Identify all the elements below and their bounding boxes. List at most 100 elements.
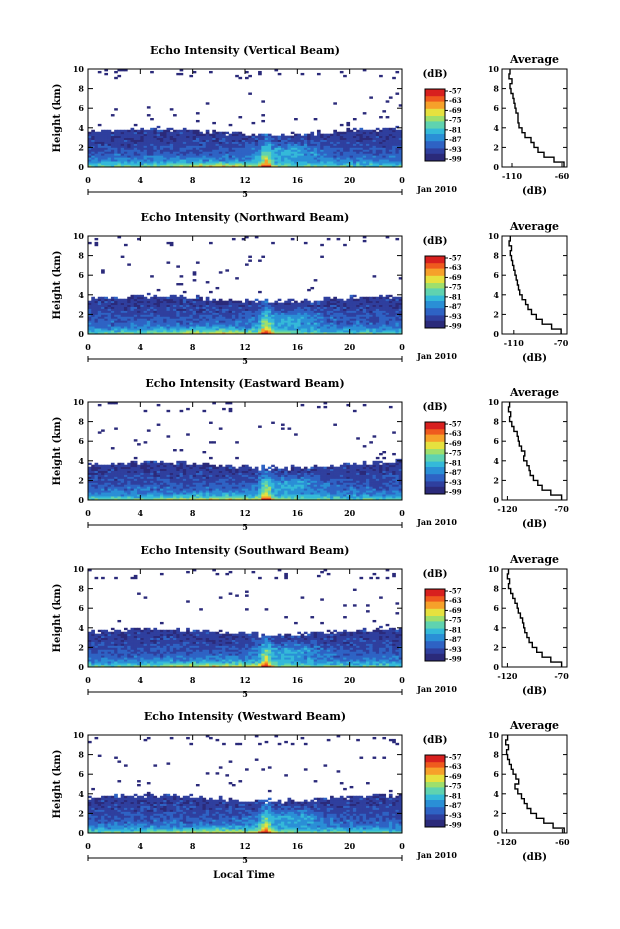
- heatmap-cell: [146, 304, 151, 307]
- heatmap-cell: [241, 332, 246, 335]
- heatmap-cell: [362, 147, 367, 150]
- heatmap-cell: [261, 255, 266, 258]
- heatmap-cell: [294, 139, 298, 142]
- heatmap-cell: [179, 304, 184, 307]
- heatmap-cell: [359, 314, 364, 317]
- heatmap-cell: [307, 330, 311, 333]
- heatmap-cell: [117, 145, 122, 148]
- heatmap-cell: [199, 137, 203, 140]
- heatmap-cell: [202, 332, 207, 335]
- heatmap-cell: [356, 133, 360, 137]
- heatmap-cell: [241, 302, 246, 305]
- heatmap-cell: [94, 480, 99, 483]
- heatmap-cell: [271, 143, 275, 146]
- heatmap-cell: [130, 472, 135, 475]
- heatmap-cell: [163, 472, 167, 475]
- heatmap-cell: [369, 149, 373, 152]
- heatmap-cell: [320, 161, 324, 164]
- heatmap-cell: [245, 145, 249, 148]
- heatmap-cell: [235, 492, 239, 495]
- heatmap-cell: [153, 494, 158, 497]
- heatmap-cell: [140, 322, 144, 325]
- heatmap-cell: [398, 149, 403, 152]
- heatmap-cell: [241, 318, 246, 321]
- heatmap-cell: [215, 286, 220, 290]
- heatmap-cell: [212, 147, 216, 150]
- heatmap-cell: [205, 296, 210, 300]
- heatmap-cell: [251, 494, 256, 497]
- heatmap-cell: [120, 476, 125, 479]
- heatmap-cell: [326, 300, 331, 304]
- heatmap-cell: [215, 476, 220, 479]
- heatmap-cell: [107, 304, 112, 307]
- heatmap-cell: [179, 328, 184, 331]
- heatmap-cell: [140, 468, 144, 471]
- heatmap-cell: [97, 314, 102, 317]
- heatmap-cell: [104, 470, 109, 473]
- heatmap-cell: [359, 310, 364, 313]
- heatmap-cell: [153, 318, 158, 321]
- heatmap-cell: [271, 139, 275, 142]
- heatmap-cell: [300, 149, 305, 152]
- heatmap-cell: [176, 480, 180, 483]
- heatmap-cell: [117, 482, 122, 485]
- heatmap-cell: [195, 151, 200, 154]
- heatmap-cell: [143, 300, 148, 304]
- heatmap-cell: [88, 490, 92, 493]
- heatmap-cell: [88, 486, 92, 489]
- heatmap-cell: [375, 298, 380, 302]
- heatmap-cell: [241, 464, 246, 468]
- heatmap-cell: [300, 151, 305, 154]
- heatmap-cell: [222, 407, 226, 411]
- heatmap-cell: [264, 149, 269, 152]
- heatmap-cell: [280, 310, 285, 313]
- heatmap-cell: [267, 474, 272, 477]
- heatmap-cell: [343, 308, 347, 311]
- colorbar-segment: [425, 270, 445, 273]
- heatmap-cell: [323, 322, 328, 325]
- heatmap-cell: [261, 141, 266, 144]
- heatmap-cell: [189, 300, 194, 304]
- heatmap-cell: [261, 302, 266, 305]
- heatmap-cell: [212, 312, 216, 315]
- heatmap-cell: [133, 149, 138, 152]
- heatmap-cell: [326, 141, 331, 144]
- heatmap-cell: [323, 145, 328, 148]
- heatmap-cell: [209, 306, 213, 309]
- heatmap-cell: [173, 294, 177, 298]
- heatmap-cell: [349, 157, 354, 160]
- heatmap-cell: [362, 133, 367, 137]
- heatmap-cell: [326, 165, 331, 168]
- heatmap-cell: [179, 159, 184, 162]
- colorbar-segment: [425, 117, 445, 120]
- heatmap-cell: [267, 476, 272, 479]
- heatmap-cell: [379, 302, 383, 305]
- heatmap-cell: [245, 139, 249, 142]
- heatmap-cell: [362, 145, 367, 148]
- heatmap-cell: [176, 496, 180, 499]
- heatmap-cell: [218, 131, 223, 135]
- average-frame: [501, 235, 568, 335]
- heatmap-cell: [369, 159, 373, 162]
- heatmap-cell: [153, 296, 158, 300]
- colorbar-segment: [425, 301, 445, 304]
- heatmap-cell: [104, 296, 109, 300]
- heatmap-cell: [166, 318, 171, 321]
- heatmap-cell: [225, 304, 230, 307]
- heatmap-cell: [238, 304, 243, 307]
- heatmap-cell: [267, 302, 272, 305]
- heatmap-cell: [117, 165, 122, 168]
- heatmap-cell: [267, 332, 272, 335]
- heatmap-cell: [382, 135, 387, 138]
- heatmap-cell: [163, 298, 167, 302]
- heatmap-cell: [264, 490, 269, 493]
- heatmap-cell: [248, 332, 252, 335]
- heatmap-cell: [277, 165, 282, 168]
- heatmap-cell: [339, 161, 344, 164]
- heatmap-cell: [326, 151, 331, 154]
- heatmap-cell: [385, 306, 390, 309]
- heatmap-cell: [189, 310, 194, 313]
- heatmap-cell: [163, 314, 167, 317]
- heatmap-cell: [104, 161, 109, 164]
- heatmap-cell: [225, 480, 230, 483]
